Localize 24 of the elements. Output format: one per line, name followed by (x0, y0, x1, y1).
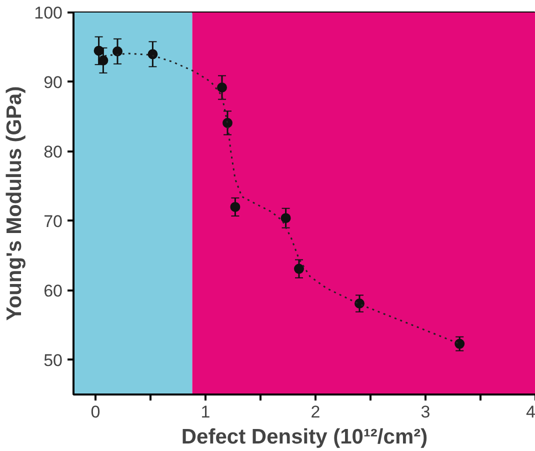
point (94, 46, 104, 56)
point (217, 82, 227, 92)
x-tick-label: 4 (526, 402, 535, 422)
point (280, 213, 291, 224)
y-tick-label: 70 (44, 212, 63, 231)
y-tick-label: 50 (44, 350, 63, 370)
point (222, 118, 232, 128)
y-tick-label: 80 (44, 142, 63, 162)
point (454, 338, 465, 349)
point (148, 49, 158, 60)
point (294, 264, 304, 274)
y-axis-title: Young's Modulus (GPa) (3, 86, 26, 321)
x-tick-label: 3 (420, 402, 430, 422)
x-tick-label: 1 (200, 402, 210, 422)
y-tick-label: 100 (34, 4, 63, 22)
y-tick-label: 90 (44, 72, 63, 92)
point (354, 298, 364, 309)
point (112, 46, 122, 56)
x-tick-label: 0 (90, 402, 100, 422)
y-tick-label: 60 (44, 281, 63, 300)
x-tick-label: 2 (310, 402, 320, 422)
point (98, 55, 108, 66)
x-axis-title: Defect Density (10¹²/cm²) (181, 426, 428, 448)
point (230, 202, 240, 212)
